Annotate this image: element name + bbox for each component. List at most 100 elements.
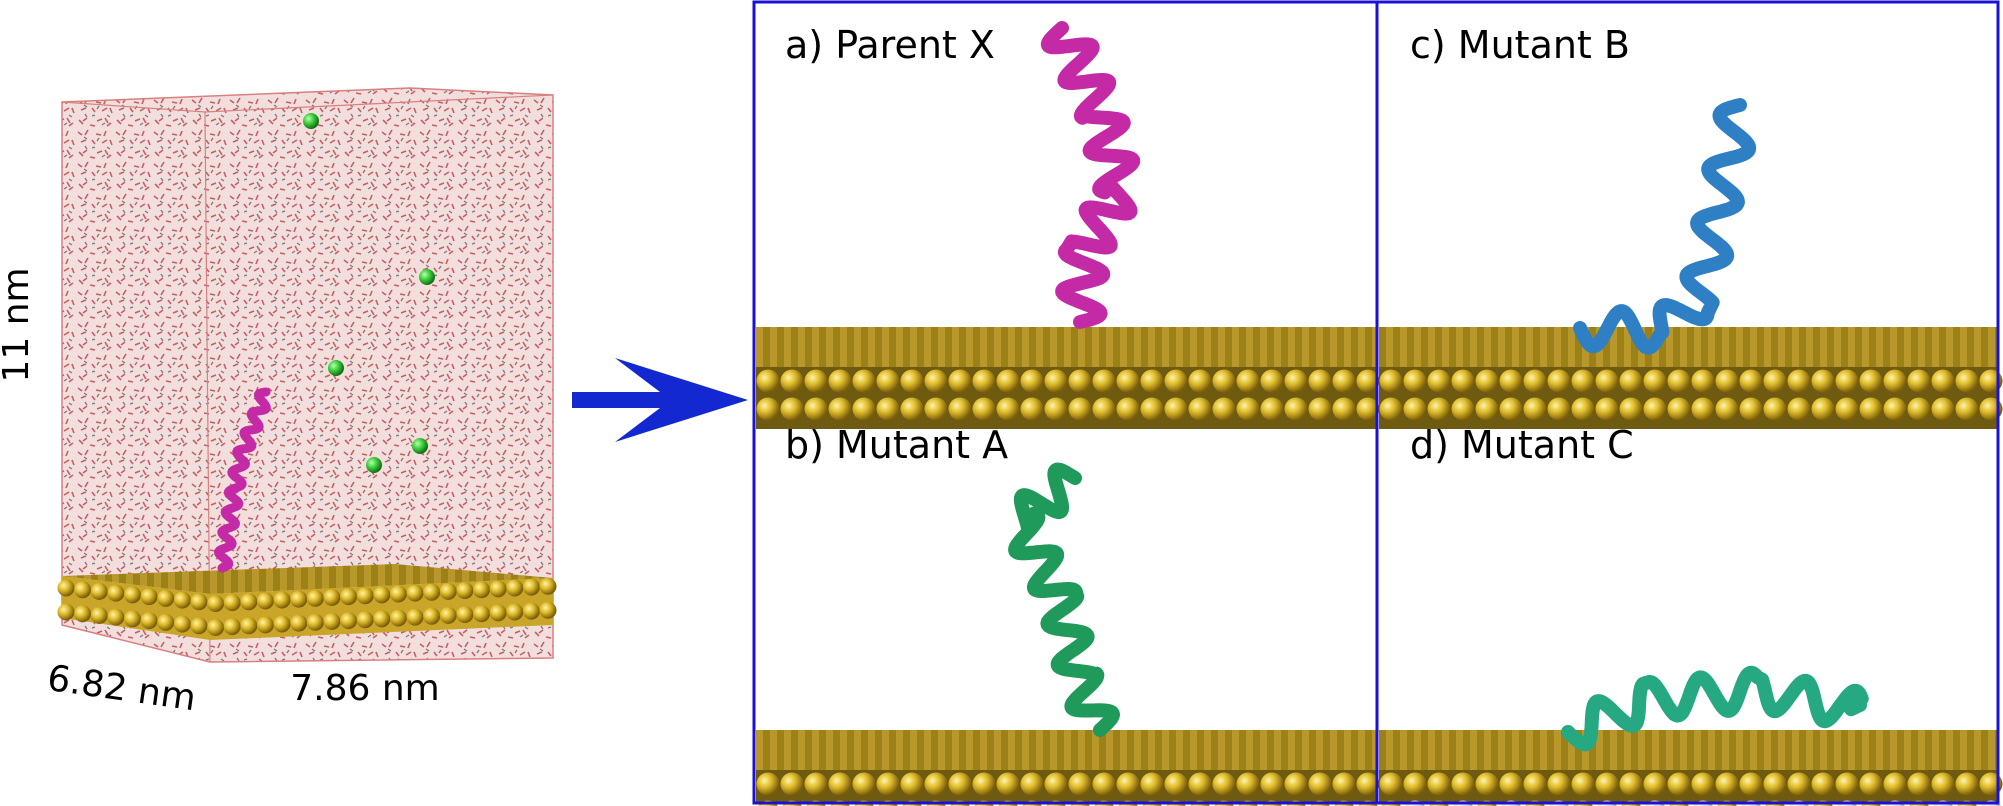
panel-label-c: c) Mutant B — [1410, 23, 1630, 67]
slab-atom — [828, 397, 852, 421]
water-box — [61, 87, 554, 663]
slab-atom — [1931, 369, 1955, 393]
slab-atom — [1116, 397, 1140, 421]
panel-c: c) Mutant B — [1379, 23, 2003, 429]
slab-atom — [256, 592, 274, 610]
slab-atom — [389, 609, 407, 627]
slab-atom — [804, 397, 828, 421]
slab-atom — [456, 606, 474, 624]
slab-atom — [74, 581, 92, 599]
slab-atom — [1955, 369, 1979, 393]
slab-atom — [1236, 369, 1260, 393]
slab-atom — [223, 594, 241, 612]
slab-atom — [306, 589, 324, 607]
slab-atom — [1715, 772, 1739, 796]
slab-atom — [1763, 772, 1787, 796]
slab-atom — [123, 610, 141, 628]
slab-atom — [1739, 397, 1763, 421]
slab-atom — [539, 577, 557, 595]
slab-atom — [123, 586, 141, 604]
slab-atom — [1475, 772, 1499, 796]
slab-atom — [756, 397, 780, 421]
slab-atom — [756, 772, 780, 796]
slab-atom — [1164, 772, 1188, 796]
slab-atom — [1523, 369, 1547, 393]
slab-atom — [1236, 397, 1260, 421]
slab-atom — [948, 369, 972, 393]
slab-atom — [1332, 369, 1356, 393]
helix-mutant-b — [1573, 98, 1757, 355]
slab-atom — [996, 397, 1020, 421]
slab-atom — [1859, 369, 1883, 393]
slab-atom — [1859, 772, 1883, 796]
box-helix — [214, 387, 271, 573]
slab-atom — [157, 589, 175, 607]
slab-atom — [1859, 397, 1883, 421]
panel-d: d) Mutant C — [1379, 423, 2003, 806]
slab-atom — [1883, 772, 1907, 796]
simulation-box: 11 nm 6.82 nm 7.86 nm — [0, 87, 557, 719]
slab-atom — [207, 594, 225, 612]
gold-slab — [756, 730, 1380, 806]
slab-atom — [1499, 369, 1523, 393]
slab-atom — [389, 585, 407, 603]
panel-a: a) Parent X — [756, 21, 1380, 429]
slab-atom — [1068, 369, 1092, 393]
slab-atom — [1547, 397, 1571, 421]
slab-atom — [90, 582, 108, 600]
slab-atom — [1739, 369, 1763, 393]
slab-atom — [1044, 369, 1068, 393]
slab-atom — [190, 593, 208, 611]
slab-atom — [489, 580, 507, 598]
slab-atom — [406, 608, 424, 626]
slab-atom — [1020, 772, 1044, 796]
slab-atom — [1020, 369, 1044, 393]
slab-atom — [1140, 369, 1164, 393]
slab-atom — [1068, 397, 1092, 421]
slab-atom — [876, 369, 900, 393]
slab-surface — [756, 730, 1376, 770]
slab-atom — [256, 616, 274, 634]
slab-atom — [948, 772, 972, 796]
slab-atom — [1356, 369, 1380, 393]
slab-atom — [340, 612, 358, 630]
slab-atom — [876, 772, 900, 796]
slab-atom — [1379, 772, 1403, 796]
ion — [412, 438, 428, 454]
slab-atom — [828, 369, 852, 393]
slab-atom — [290, 614, 308, 632]
slab-atom — [1643, 397, 1667, 421]
slab-atom — [1715, 369, 1739, 393]
slab-atom — [423, 583, 441, 601]
slab-atom — [1619, 397, 1643, 421]
slab-atom — [1332, 397, 1356, 421]
gold-slab — [1379, 730, 2003, 806]
slab-surface — [1379, 730, 1997, 770]
slab-surface — [1379, 327, 1997, 367]
slab-atom — [1691, 772, 1715, 796]
slab-atom — [356, 587, 374, 605]
slab-atom — [1667, 397, 1691, 421]
helix-parent-x — [1040, 21, 1141, 329]
slab-atom — [107, 608, 125, 626]
slab-atom — [323, 588, 341, 606]
slab-atom — [924, 772, 948, 796]
slab-atom — [972, 772, 996, 796]
slab-atom — [1907, 397, 1931, 421]
slab-atom — [1787, 369, 1811, 393]
slab-atom — [900, 397, 924, 421]
slab-atom — [1212, 772, 1236, 796]
slab-atom — [1427, 369, 1451, 393]
slab-atom — [1284, 369, 1308, 393]
slab-atom — [1883, 397, 1907, 421]
slab-atom — [804, 369, 828, 393]
slab-atom — [1427, 397, 1451, 421]
slab-atom — [1835, 397, 1859, 421]
slab-atom — [756, 369, 780, 393]
slab-atom — [1763, 397, 1787, 421]
slab-atom — [90, 606, 108, 624]
slab-atom — [1835, 772, 1859, 796]
slab-atom — [240, 593, 258, 611]
ion — [328, 360, 344, 376]
slab-atom — [1499, 397, 1523, 421]
